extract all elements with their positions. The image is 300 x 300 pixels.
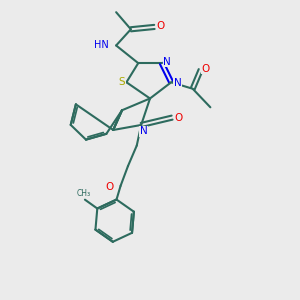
Text: O: O (174, 113, 183, 123)
Text: S: S (119, 77, 125, 87)
Text: CH₃: CH₃ (76, 189, 91, 198)
Text: HN: HN (94, 40, 109, 50)
Text: O: O (156, 21, 164, 31)
Text: N: N (174, 79, 182, 88)
Text: O: O (105, 182, 113, 191)
Text: O: O (202, 64, 210, 74)
Text: N: N (140, 126, 147, 136)
Text: N: N (163, 57, 171, 67)
